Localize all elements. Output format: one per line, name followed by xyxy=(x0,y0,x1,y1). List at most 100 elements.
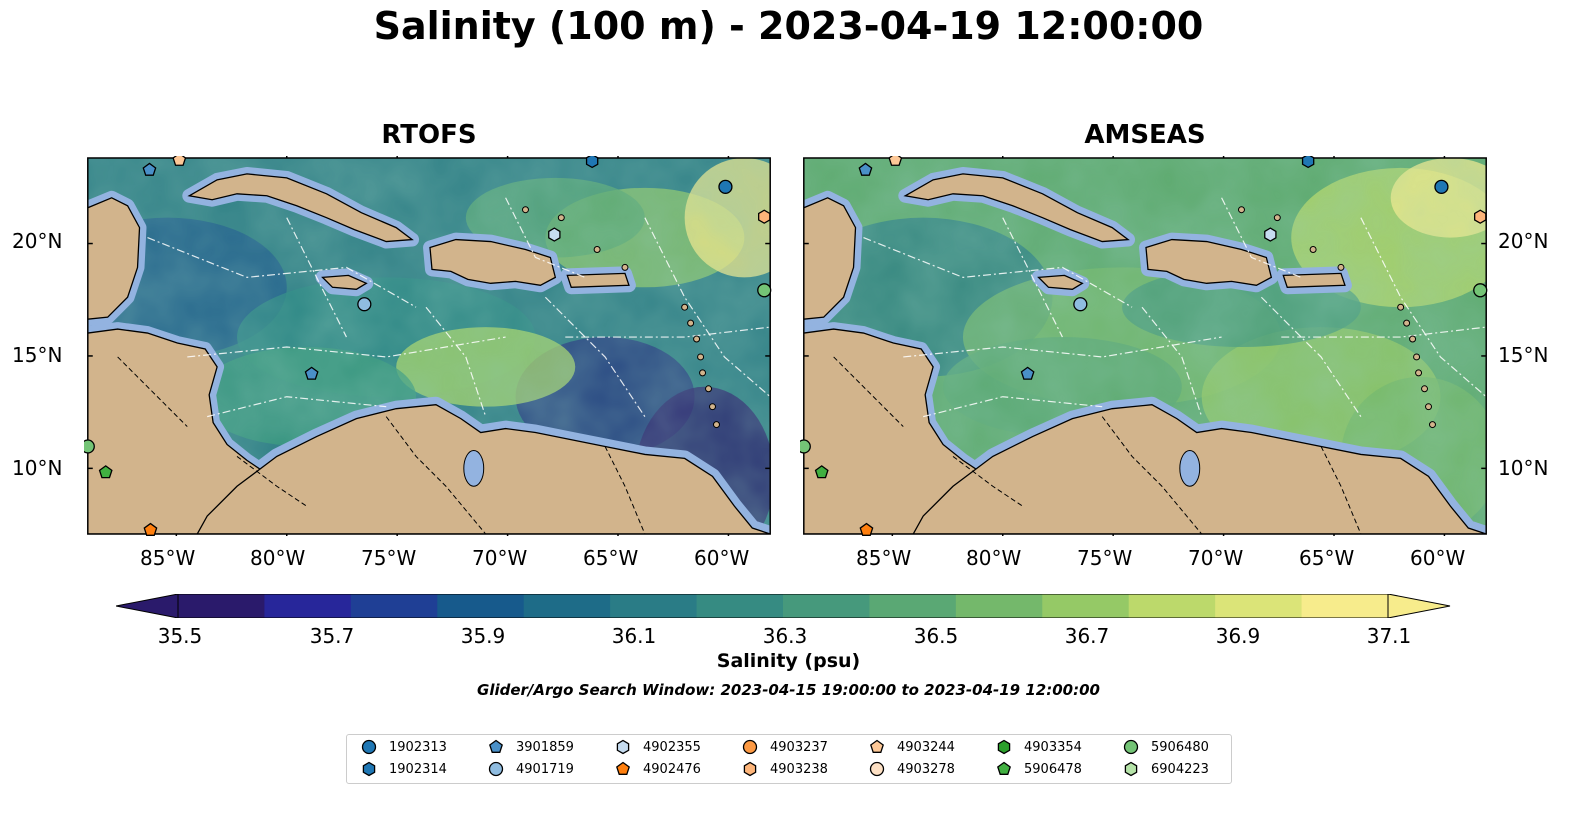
float-marker-5906480[interactable] xyxy=(757,283,772,298)
colorbar-label: Salinity (psu) xyxy=(716,650,861,672)
legend-label: 4903278 xyxy=(897,761,955,777)
float-marker-3901859[interactable] xyxy=(1020,366,1035,380)
float-marker-3901859[interactable] xyxy=(858,162,873,176)
float-marker-5906480[interactable] xyxy=(84,439,95,454)
lon-label-85w-left: 85°W xyxy=(140,546,196,570)
colorbar-tick-label: 36.3 xyxy=(762,624,808,648)
pentagon-marker-icon xyxy=(616,761,630,775)
legend-item-1902314: 1902314 xyxy=(359,759,447,779)
float-marker-5906480[interactable] xyxy=(800,439,811,454)
circle-marker-icon xyxy=(869,761,885,777)
lon-label-70w-right: 70°W xyxy=(1188,546,1244,570)
legend-item-5906480: 5906480 xyxy=(1121,737,1209,757)
lat-label-10n-left: 10°N xyxy=(12,456,63,480)
float-marker-1902314[interactable] xyxy=(585,156,599,169)
legend-item-4902476: 4902476 xyxy=(613,759,701,779)
lat-label-20n-left: 20°N xyxy=(12,229,63,253)
legend-label: 4903237 xyxy=(770,739,828,755)
float-marker-3901859[interactable] xyxy=(304,366,319,380)
lon-label-65w-right: 65°W xyxy=(1299,546,1355,570)
lon-label-60w-right: 60°W xyxy=(1410,546,1466,570)
float-marker-5906478[interactable] xyxy=(98,465,113,479)
circle-marker-icon xyxy=(361,739,377,755)
legend-label: 4902355 xyxy=(643,739,701,755)
legend-item-4903237: 4903237 xyxy=(740,737,828,757)
legend-label: 4903244 xyxy=(897,739,955,755)
amseas-map[interactable] xyxy=(800,156,1490,536)
float-marker-1902313[interactable] xyxy=(1434,179,1449,194)
hexagon-marker-icon xyxy=(616,739,630,755)
lat-label-10n-right: 10°N xyxy=(1498,456,1549,480)
lon-label-75w-left: 75°W xyxy=(361,546,417,570)
float-marker-1902314[interactable] xyxy=(1301,156,1315,169)
lon-label-60w-left: 60°W xyxy=(694,546,750,570)
panel-title-rtofs: RTOFS xyxy=(381,120,477,150)
pentagon-marker-icon xyxy=(489,739,503,753)
legend-label: 4903354 xyxy=(1024,739,1082,755)
legend-item-4903278: 4903278 xyxy=(867,759,955,779)
colorbar-tick-label: 35.5 xyxy=(157,624,203,648)
colorbar-tick-label: 36.7 xyxy=(1064,624,1110,648)
legend-label: 4901719 xyxy=(516,761,574,777)
colorbar-tick-label: 37.1 xyxy=(1366,624,1412,648)
legend-item-6904223: 6904223 xyxy=(1121,759,1209,779)
lon-label-85w-right: 85°W xyxy=(856,546,912,570)
float-marker-4901719[interactable] xyxy=(1073,297,1088,312)
circle-marker-icon xyxy=(488,761,504,777)
hexagon-marker-icon xyxy=(997,739,1011,755)
float-marker-4902355[interactable] xyxy=(1264,227,1277,242)
colorbar-tick-label: 36.5 xyxy=(913,624,959,648)
legend-label: 1902313 xyxy=(389,739,447,755)
float-marker-1902313[interactable] xyxy=(718,179,733,194)
colorbar-tick-label: 36.9 xyxy=(1215,624,1261,648)
float-marker-4903238[interactable] xyxy=(1474,209,1487,224)
colorbar-segment xyxy=(1128,594,1216,618)
float-marker-4903238[interactable] xyxy=(758,209,771,224)
float-marker-4903244[interactable] xyxy=(172,156,187,166)
colorbar-segment xyxy=(264,594,352,618)
lon-label-80w-left: 80°W xyxy=(250,546,306,570)
legend-item-3901859: 3901859 xyxy=(486,737,574,757)
hexagon-marker-icon xyxy=(362,761,376,777)
colorbar-segment xyxy=(610,594,698,618)
lon-label-80w-right: 80°W xyxy=(966,546,1022,570)
float-marker-3901859[interactable] xyxy=(142,162,157,176)
colorbar-segment xyxy=(955,594,1043,618)
lat-label-15n-right: 15°N xyxy=(1498,343,1549,367)
float-marker-4901719[interactable] xyxy=(357,297,372,312)
colorbar-segment xyxy=(1301,594,1389,618)
legend-item-4903244: 4903244 xyxy=(867,737,955,757)
pentagon-marker-icon xyxy=(997,761,1011,775)
float-marker-4903244[interactable] xyxy=(888,156,903,166)
legend-label: 5906480 xyxy=(1151,739,1209,755)
colorbar-segment xyxy=(1215,594,1303,618)
legend-label: 4902476 xyxy=(643,761,701,777)
search-window-note: Glider/Argo Search Window: 2023-04-15 19… xyxy=(477,681,1100,699)
hexagon-marker-icon xyxy=(1124,761,1138,777)
legend: 1902313 1902314 3901859 4901719 4902355 49024… xyxy=(346,734,1232,784)
legend-item-4902355: 4902355 xyxy=(613,737,701,757)
colorbar-tick-label: 35.7 xyxy=(309,624,355,648)
float-marker-4902476[interactable] xyxy=(859,522,874,536)
colorbar-tick-label: 36.1 xyxy=(611,624,657,648)
colorbar-segment xyxy=(783,594,870,618)
legend-item-4901719: 4901719 xyxy=(486,759,574,779)
panel-title-amseas: AMSEAS xyxy=(1084,120,1206,150)
float-marker-5906478[interactable] xyxy=(814,465,829,479)
rtofs-map[interactable] xyxy=(84,156,774,536)
legend-label: 1902314 xyxy=(389,761,447,777)
lat-label-20n-right: 20°N xyxy=(1498,229,1549,253)
colorbar-segment xyxy=(523,594,611,618)
legend-label: 5906478 xyxy=(1024,761,1082,777)
float-marker-4902355[interactable] xyxy=(548,227,561,242)
figure-title: Salinity (100 m) - 2023-04-19 12:00:00 xyxy=(373,4,1204,48)
colorbar-segment xyxy=(437,594,525,618)
colorbar xyxy=(116,594,1451,618)
colorbar-segment xyxy=(178,594,265,618)
float-marker-4902476[interactable] xyxy=(143,522,158,536)
circle-marker-icon xyxy=(1123,739,1139,755)
colorbar-segment xyxy=(696,594,784,618)
colorbar-segment xyxy=(869,594,957,618)
legend-label: 4903238 xyxy=(770,761,828,777)
float-marker-5906480[interactable] xyxy=(1473,283,1488,298)
